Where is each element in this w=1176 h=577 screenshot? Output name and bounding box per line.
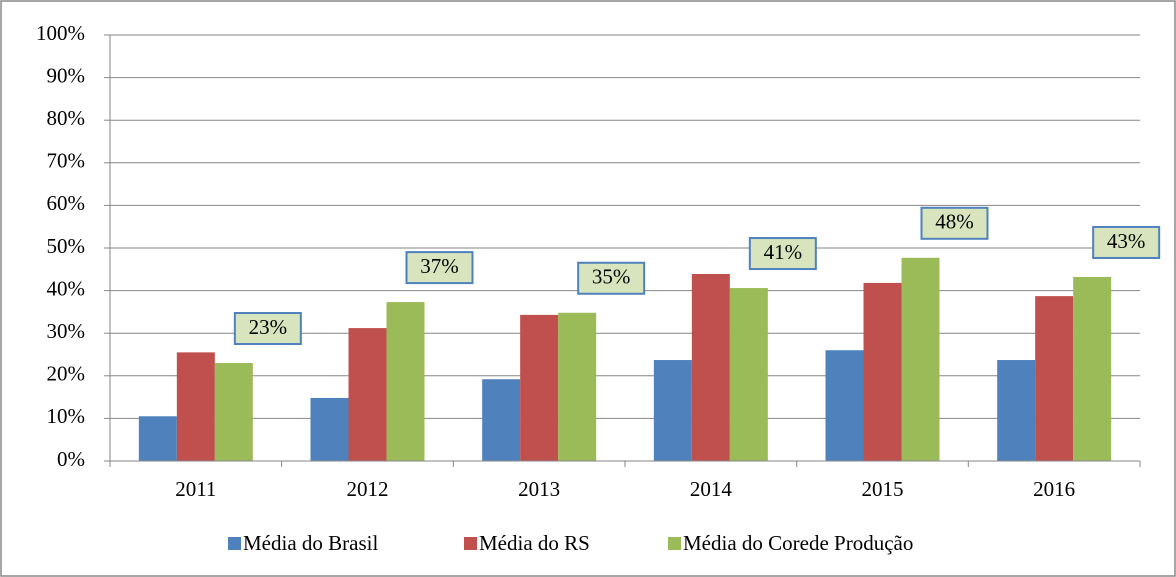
y-tick-label: 60% — [47, 191, 86, 215]
bar — [901, 257, 940, 461]
bar — [997, 360, 1036, 461]
legend-label: Média do RS — [479, 531, 590, 555]
y-tick-label: 100% — [36, 21, 85, 45]
y-tick-label: 50% — [47, 234, 86, 258]
data-label-box — [920, 206, 989, 240]
data-label: 48% — [935, 210, 974, 234]
bar — [138, 416, 177, 461]
x-tick-label: 2016 — [1033, 477, 1075, 501]
x-tick-label: 2014 — [690, 477, 733, 501]
bar — [653, 360, 692, 461]
y-tick-label: 40% — [47, 276, 86, 300]
bar — [729, 288, 768, 461]
y-tick-label: 30% — [47, 319, 86, 343]
legend-swatch — [668, 537, 681, 550]
bar — [1073, 276, 1112, 461]
bar — [214, 363, 253, 461]
legend-swatch — [464, 537, 477, 550]
bar — [863, 282, 902, 461]
data-label: 23% — [249, 315, 288, 339]
data-label-box — [1092, 225, 1161, 259]
y-tick-label: 90% — [47, 63, 86, 87]
data-label-box — [233, 312, 302, 346]
data-label: 35% — [592, 265, 631, 289]
x-tick-label: 2012 — [347, 477, 389, 501]
x-tick-label: 2015 — [862, 477, 904, 501]
data-label: 37% — [420, 254, 459, 278]
bar — [558, 312, 597, 461]
data-label-box — [405, 251, 474, 285]
y-tick-label: 10% — [47, 404, 86, 428]
bar — [825, 350, 864, 461]
bar — [310, 397, 349, 461]
y-tick-label: 80% — [47, 106, 86, 130]
data-label: 41% — [764, 240, 803, 264]
bar — [520, 314, 559, 461]
legend-swatch — [228, 537, 241, 550]
legend-label: Média do Corede Produção — [683, 531, 913, 555]
bar — [691, 273, 730, 461]
x-tick-label: 2011 — [175, 477, 216, 501]
bar — [386, 302, 425, 461]
y-tick-label: 20% — [47, 362, 86, 386]
bar — [176, 352, 215, 461]
y-tick-label: 0% — [57, 447, 85, 471]
bar — [482, 379, 521, 461]
y-tick-label: 70% — [47, 149, 86, 173]
bar — [1035, 296, 1074, 461]
data-label-box — [577, 261, 646, 295]
bar — [348, 328, 387, 461]
legend-label: Média do Brasil — [243, 531, 378, 555]
x-tick-label: 2013 — [518, 477, 560, 501]
data-label-box — [748, 237, 817, 271]
data-label: 43% — [1107, 229, 1146, 253]
